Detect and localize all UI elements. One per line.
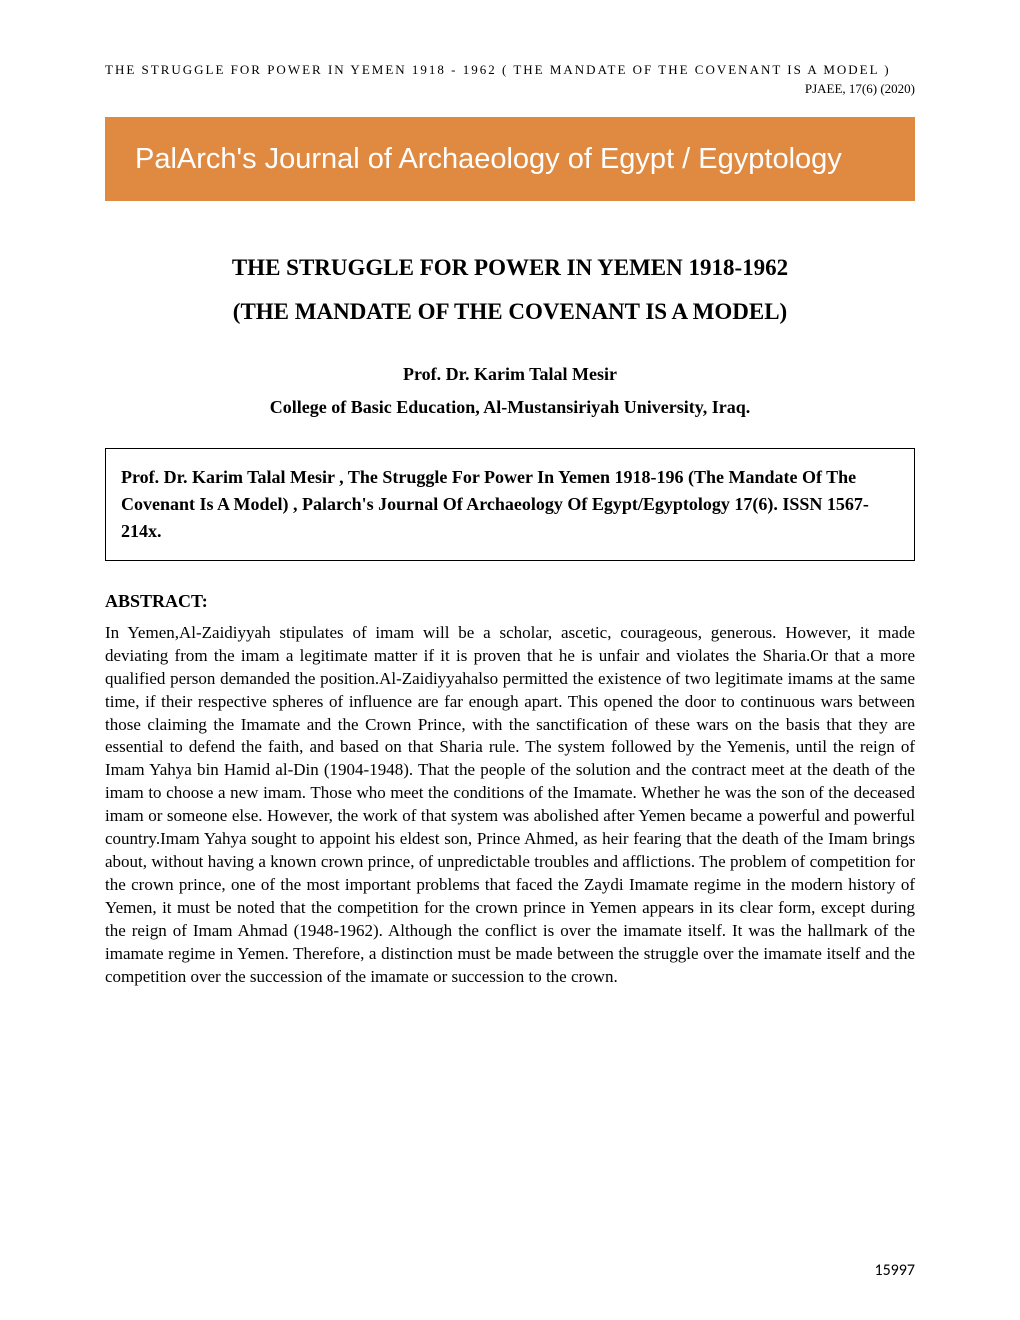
- journal-banner: PalArch's Journal of Archaeology of Egyp…: [105, 117, 915, 202]
- citation-box-text: Prof. Dr. Karim Talal Mesir , The Strugg…: [121, 464, 899, 545]
- article-title: THE STRUGGLE FOR POWER IN YEMEN 1918-196…: [105, 246, 915, 333]
- article-title-line2: (THE MANDATE OF THE COVENANT IS A MODEL): [105, 290, 915, 334]
- abstract-body: In Yemen,Al-Zaidiyyah stipulates of imam…: [105, 622, 915, 989]
- abstract-heading: ABSTRACT:: [105, 591, 915, 612]
- page-number: 15997: [874, 1261, 915, 1280]
- journal-banner-title: PalArch's Journal of Archaeology of Egyp…: [135, 139, 885, 180]
- citation-box: Prof. Dr. Karim Talal Mesir , The Strugg…: [105, 448, 915, 561]
- article-title-line1: THE STRUGGLE FOR POWER IN YEMEN 1918-196…: [105, 246, 915, 290]
- author-name: Prof. Dr. Karim Talal Mesir: [105, 364, 915, 385]
- running-header-citation: PJAEE, 17(6) (2020): [105, 81, 915, 97]
- author-affiliation: College of Basic Education, Al-Mustansir…: [105, 397, 915, 418]
- running-header-title: THE STRUGGLE FOR POWER IN YEMEN 1918 - 1…: [105, 60, 915, 81]
